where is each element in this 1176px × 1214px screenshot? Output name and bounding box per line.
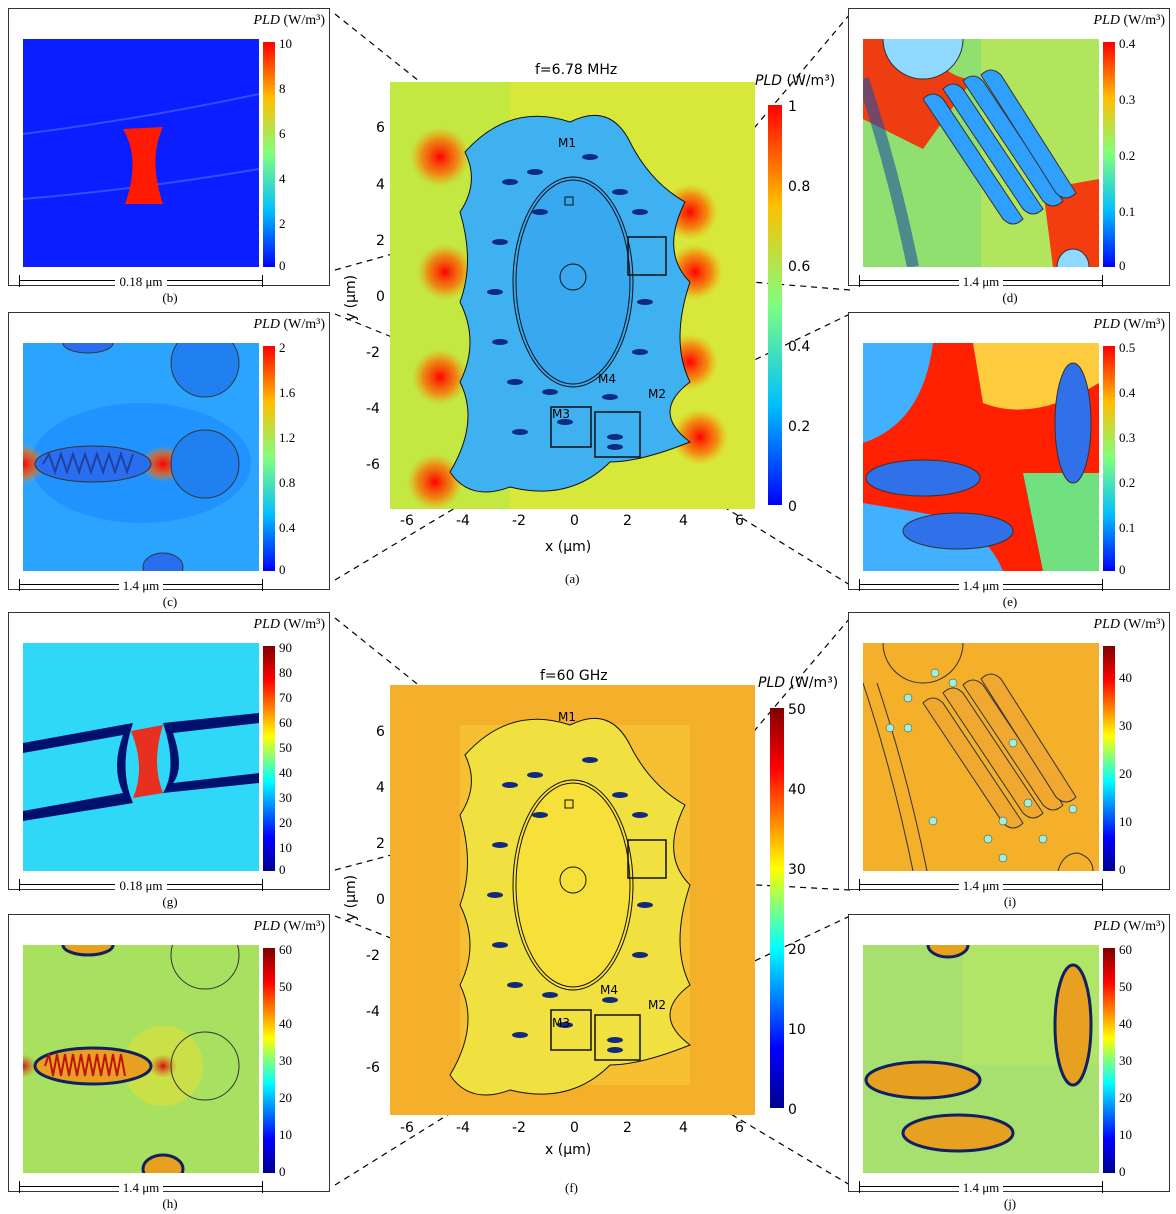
label-m1: M1 — [558, 136, 576, 150]
panel-c-heatmap — [23, 343, 259, 571]
colorbar-b — [263, 42, 275, 267]
panel-c: PLD (W/m³) 2 1.6 1.2 0.8 0.4 0 1.4 μm — [8, 312, 330, 593]
caption-a: (a) — [565, 571, 580, 586]
panel-e: PLD (W/m³) 0.5 0.4 0.3 0.2 0.1 0 1.4 μm — [848, 312, 1170, 593]
xlabel-a: x (μm) — [545, 539, 592, 555]
scale-bar: 1.4 μm — [19, 578, 263, 593]
plot-title-f: f=60 GHz — [540, 668, 608, 684]
colorbar-f — [770, 708, 784, 1108]
caption-c: (c) — [162, 594, 178, 609]
colorbar-h — [263, 948, 275, 1173]
label-m1: M1 — [558, 710, 576, 724]
panel-e-heatmap — [863, 343, 1099, 571]
label-m3: M3 — [552, 407, 570, 421]
panel-d: PLD (W/m³) 0.4 0.3 0.2 0.1 0 1.4 μm — [848, 8, 1170, 289]
label-m2: M2 — [648, 998, 666, 1012]
colorbar-label-a: PLD (W/m³) — [755, 73, 836, 89]
panel-h: PLD (W/m³) 60 50 40 30 20 10 0 1.4 μm — [8, 914, 330, 1195]
colorbar-e — [1103, 346, 1115, 571]
scale-bar: 1.4 μm — [19, 1180, 263, 1195]
ylabel-f: y (μm) — [343, 874, 360, 922]
caption-d: (d) — [1002, 290, 1018, 305]
label-m4: M4 — [600, 983, 618, 997]
colorbar-j — [1103, 948, 1115, 1173]
colorbar-c — [263, 346, 275, 571]
cell-field-f — [390, 685, 755, 1115]
colorbar-g — [263, 646, 275, 871]
plot-title-a: f=6.78 MHz — [535, 62, 618, 78]
panel-d-heatmap — [863, 39, 1099, 267]
xlabel-f: x (μm) — [545, 1142, 592, 1158]
colorbar-a — [768, 105, 782, 505]
panel-g: PLD (W/m³) 90 80 70 60 50 40 30 20 10 0 … — [8, 612, 330, 893]
scale-bar: 1.4 μm — [859, 1180, 1103, 1195]
label-m2: M2 — [648, 387, 666, 401]
panel-j-heatmap — [863, 945, 1099, 1173]
scale-bar: 1.4 μm — [859, 578, 1103, 593]
main-plot-a: f=6.78 MHz PLD (W/m³) M1 M2 M3 M4 0 — [343, 62, 836, 586]
panel-b: PLD (W/m³) 10 8 6 4 2 0 0.18 μm — [8, 8, 330, 289]
main-plot-f: f=60 GHz PLD (W/m³) M1 M2 M3 M4 0 10 20 … — [343, 668, 839, 1195]
scale-bar: 0.18 μm — [19, 274, 263, 289]
panel-i-heatmap — [863, 643, 1099, 871]
label-m4: M4 — [598, 372, 616, 386]
ylabel-a: y (μm) — [343, 274, 360, 322]
colorbar-i — [1103, 646, 1115, 871]
panel-g-heatmap — [23, 643, 259, 871]
scale-bar: 0.18 μm — [19, 878, 263, 893]
panel-j: PLD (W/m³) 60 50 40 30 20 10 0 1.4 μm — [848, 914, 1170, 1195]
caption-j: (j) — [1003, 1196, 1017, 1211]
label-m3: M3 — [552, 1016, 570, 1030]
caption-g: (g) — [162, 894, 178, 909]
cell-field-a — [390, 82, 755, 509]
caption-e: (e) — [1002, 594, 1018, 609]
scale-bar: 1.4 μm — [859, 878, 1103, 893]
scale-bar: 1.4 μm — [859, 274, 1103, 289]
colorbar-label-f: PLD (W/m³) — [758, 675, 839, 691]
caption-i: (i) — [1003, 894, 1017, 909]
panel-h-heatmap — [23, 945, 259, 1173]
caption-f: (f) — [565, 1180, 578, 1195]
panel-b-heatmap — [23, 39, 259, 267]
colorbar-d — [1103, 42, 1115, 267]
panel-i: PLD (W/m³) 40 30 20 10 0 1.4 μm — [848, 612, 1170, 893]
caption-h: (h) — [162, 1196, 178, 1211]
caption-b: (b) — [162, 290, 178, 305]
